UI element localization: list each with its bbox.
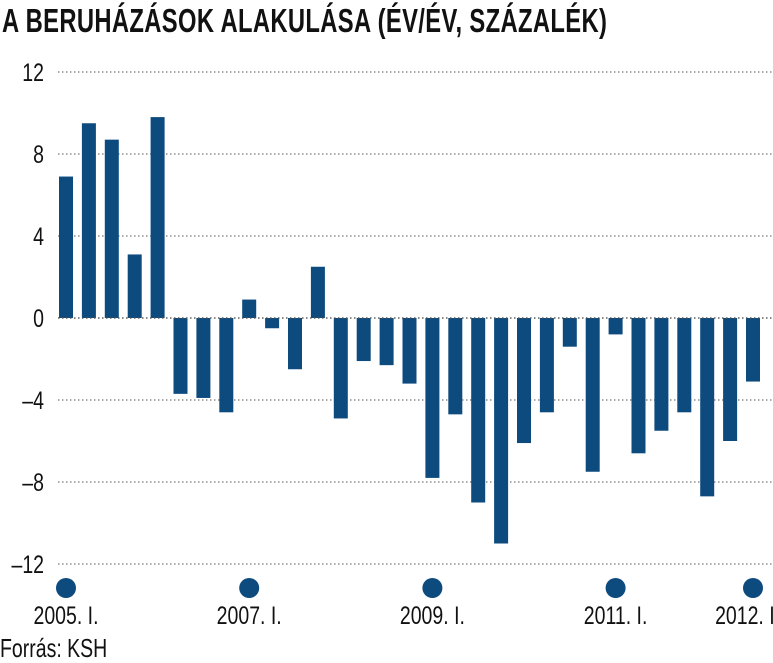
y-tick-label: –12 (11, 551, 44, 579)
bar (654, 318, 669, 431)
bar (288, 318, 302, 370)
bar (608, 318, 623, 335)
x-tick-dot (56, 578, 76, 598)
bar (265, 318, 280, 329)
y-tick-label: 4 (33, 223, 44, 251)
x-tick-label: 2007. I. (217, 602, 282, 630)
bar (242, 299, 257, 318)
bar (517, 318, 531, 444)
bar (723, 318, 738, 441)
x-tick-dot (239, 578, 260, 598)
bar (196, 318, 211, 398)
x-tick-dot (743, 578, 763, 598)
bar (59, 176, 73, 318)
bar (425, 318, 440, 478)
bar (700, 318, 715, 497)
x-tick-label: 2011. I. (584, 602, 648, 630)
bar (150, 117, 165, 318)
bar (746, 318, 760, 382)
bar (173, 318, 188, 394)
source-note: Forrás: KSH (0, 633, 108, 663)
bar (402, 318, 417, 384)
bar (81, 123, 96, 318)
bar (310, 266, 325, 318)
bar (631, 318, 646, 454)
x-tick-dot (422, 578, 443, 598)
bar (539, 318, 554, 413)
bar (104, 139, 119, 318)
bar (677, 318, 692, 413)
bar (127, 254, 142, 318)
x-tick-label: 2009. I. (400, 602, 465, 630)
bar (448, 318, 463, 415)
y-tick-label: 12 (22, 59, 44, 87)
chart-title: A BERUHÁZÁSOK ALAKULÁSA (ÉV/ÉV, SZÁZALÉK… (2, 2, 608, 39)
bar (585, 318, 600, 472)
bar (379, 318, 394, 366)
bar (219, 318, 234, 413)
x-tick-label: 2005. I. (33, 602, 98, 630)
bar (356, 318, 371, 362)
x-tick-label: 2012. III. (715, 602, 773, 630)
y-tick-label: 0 (33, 305, 44, 333)
bar (562, 318, 577, 347)
y-tick-label: 8 (33, 141, 44, 169)
bar (494, 318, 509, 544)
bar (471, 318, 486, 503)
bar (333, 318, 348, 419)
x-tick-dot (605, 578, 626, 598)
y-tick-label: –4 (22, 387, 44, 415)
y-tick-label: –8 (22, 469, 44, 497)
